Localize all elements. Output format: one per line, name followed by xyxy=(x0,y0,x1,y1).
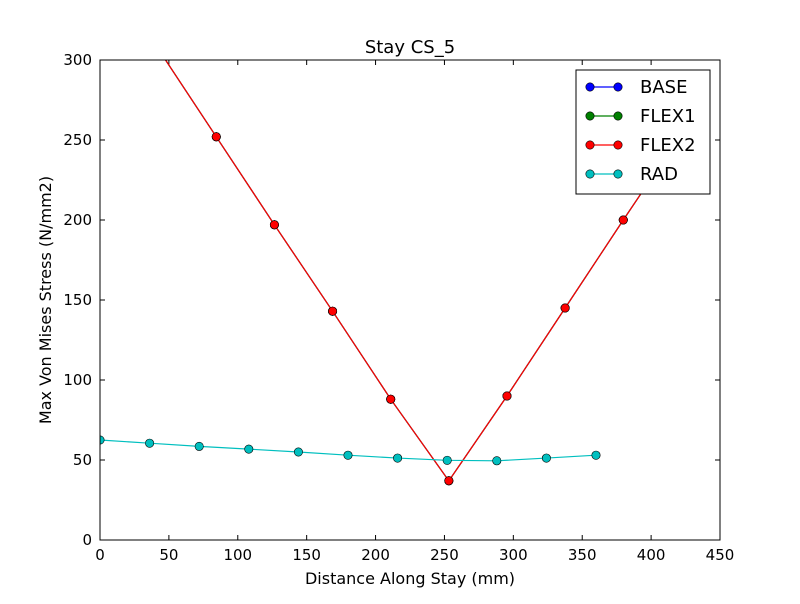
data-point-rad xyxy=(343,450,353,460)
data-point-rad xyxy=(492,456,502,466)
axis-ticks: 0 50 100 150 200 250 300 350 400 450 0 50 100 150 200 2… xyxy=(63,51,734,564)
y-tick-label: 150 xyxy=(63,291,92,309)
x-tick-label: 350 xyxy=(568,546,597,564)
legend-label: FLEX2 xyxy=(640,135,696,156)
data-point-rad xyxy=(145,438,155,448)
data-point-rad xyxy=(442,455,452,465)
y-tick-label: 300 xyxy=(63,51,92,69)
y-axis-label: Max Von Mises Stress (N/mm2) xyxy=(36,176,55,424)
data-point-flex2 xyxy=(560,303,570,313)
data-point-rad xyxy=(194,441,204,451)
y-tick-label: 100 xyxy=(63,371,92,389)
x-tick-label: 400 xyxy=(637,546,666,564)
legend-marker xyxy=(585,140,595,150)
legend-item-rad: RAD xyxy=(585,164,678,185)
legend-frame xyxy=(575,69,711,195)
legend-label: FLEX1 xyxy=(640,106,696,127)
legend: BASE FLEX1 FLEX2 RAD xyxy=(575,69,711,195)
data-point-rad xyxy=(541,453,551,463)
data-point-flex1 xyxy=(154,45,162,53)
data-point-flex2 xyxy=(618,215,628,225)
legend-label: RAD xyxy=(640,164,678,185)
legend-marker xyxy=(613,169,623,179)
legend-item-flex1: FLEX1 xyxy=(585,106,696,127)
data-point-rad xyxy=(293,447,303,457)
data-point-rad xyxy=(244,444,254,454)
x-tick-label: 50 xyxy=(159,546,178,564)
data-point-rad xyxy=(591,450,601,460)
y-tick-label: 200 xyxy=(63,211,92,229)
y-tick-label: 0 xyxy=(82,531,92,549)
data-point-flex2 xyxy=(211,132,221,142)
x-axis-label: Distance Along Stay (mm) xyxy=(305,569,515,588)
legend-item-flex2: FLEX2 xyxy=(585,135,696,156)
plot-frame xyxy=(99,59,721,541)
legend-marker xyxy=(613,140,623,150)
x-tick-label: 0 xyxy=(95,546,105,564)
legend-marker xyxy=(613,111,623,121)
series-layer xyxy=(100,45,686,486)
y-tick-label: 250 xyxy=(63,131,92,149)
data-point-flex2 xyxy=(328,306,338,316)
x-tick-label: 300 xyxy=(499,546,528,564)
data-point-flex2 xyxy=(386,394,396,404)
data-point-flex2 xyxy=(154,45,162,53)
legend-marker xyxy=(585,169,595,179)
data-point-flex2 xyxy=(269,220,279,230)
x-tick-label: 100 xyxy=(223,546,252,564)
x-tick-label: 450 xyxy=(706,546,735,564)
data-point-flex2 xyxy=(444,476,454,486)
x-tick-label: 150 xyxy=(292,546,321,564)
x-tick-label: 250 xyxy=(430,546,459,564)
legend-item-base: BASE xyxy=(585,77,687,98)
y-tick-label: 50 xyxy=(73,451,92,469)
data-point-base xyxy=(154,45,162,53)
legend-marker xyxy=(585,111,595,121)
chart-title: Stay CS_5 xyxy=(365,37,455,58)
series-rad xyxy=(100,435,601,466)
legend-marker xyxy=(613,82,623,92)
data-point-rad xyxy=(393,453,403,463)
series-flex2 xyxy=(154,45,686,486)
legend-marker xyxy=(585,82,595,92)
legend-label: BASE xyxy=(640,77,687,98)
data-point-flex2 xyxy=(502,391,512,401)
x-tick-label: 200 xyxy=(361,546,390,564)
